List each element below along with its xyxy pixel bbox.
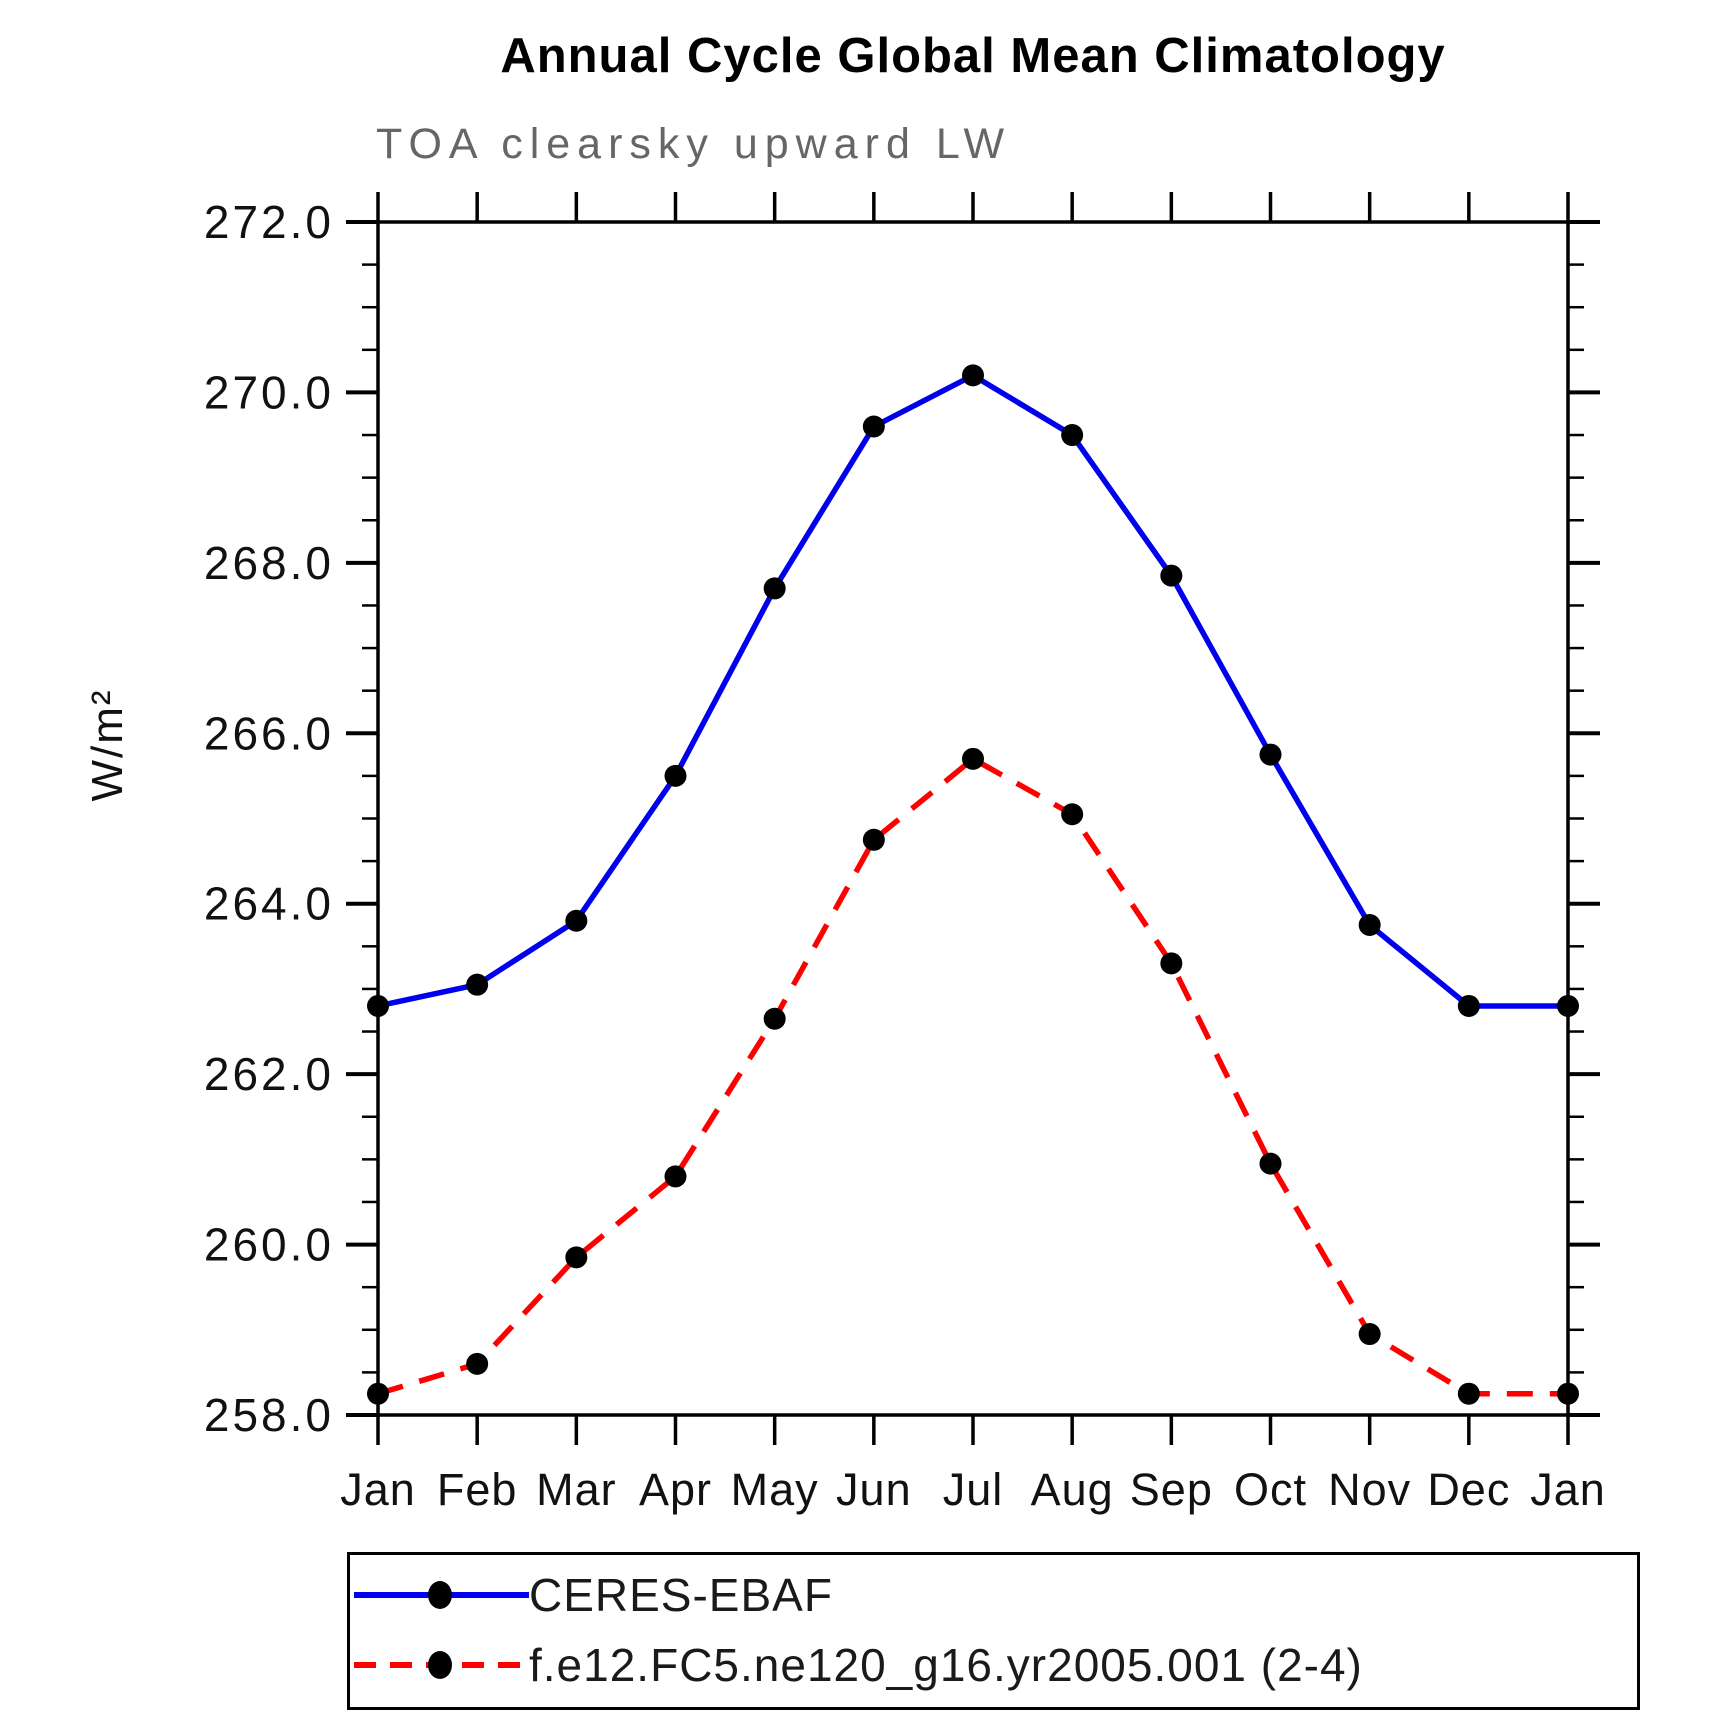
y-tick-label: 258.0 (204, 1389, 334, 1441)
y-tick-label: 272.0 (204, 196, 334, 248)
series-line-1 (377, 756, 1568, 1397)
chart-subtitle: TOA clearsky upward LW (376, 120, 1012, 168)
y-tick-label: 270.0 (204, 366, 334, 418)
legend-marker-dot (428, 1581, 452, 1609)
legend: CERES-EBAF f.e12.FC5.ne120_g16.yr2005.00… (347, 1552, 1640, 1710)
x-tick-label: Jan (340, 1464, 416, 1515)
x-tick-label: Nov (1328, 1464, 1411, 1515)
x-tick-label: Jul (943, 1464, 1004, 1515)
x-tick-label: Aug (1031, 1464, 1114, 1515)
y-tick-label: 264.0 (204, 878, 334, 930)
data-point-marker (1557, 1382, 1579, 1405)
data-point-marker (862, 415, 885, 438)
series-line-0 (377, 372, 1568, 1009)
data-point-marker (862, 828, 885, 851)
x-tick-label: Oct (1234, 1464, 1307, 1515)
legend-swatch-ceres (354, 1567, 529, 1623)
data-point-marker (565, 1246, 588, 1269)
y-tick-label: 266.0 (204, 707, 334, 759)
data-point-marker (1358, 1323, 1381, 1346)
data-point-marker (1259, 1152, 1282, 1175)
data-point-marker (664, 764, 687, 787)
data-point-marker (1557, 994, 1579, 1017)
data-point-marker (664, 1165, 687, 1188)
legend-label-model: f.e12.FC5.ne120_g16.yr2005.001 (2-4) (529, 1639, 1363, 1691)
x-tick-label: Sep (1130, 1464, 1213, 1515)
y-axis-title: W/m² (83, 688, 132, 801)
x-tick-label: Jan (1530, 1464, 1606, 1515)
data-point-marker (1160, 564, 1183, 587)
data-point-marker (1358, 914, 1381, 937)
plot-frame (376, 220, 1570, 1417)
data-point-marker (962, 364, 984, 387)
legend-label-ceres: CERES-EBAF (529, 1569, 833, 1621)
data-point-marker (1457, 1382, 1480, 1405)
data-point-marker (1061, 424, 1084, 447)
data-point-marker (1457, 994, 1480, 1017)
data-point-marker (763, 1007, 786, 1030)
data-point-marker (466, 1352, 489, 1375)
legend-item-model: f.e12.FC5.ne120_g16.yr2005.001 (2-4) (354, 1637, 1363, 1693)
data-point-marker (962, 747, 984, 770)
y-tick-label: 262.0 (204, 1048, 334, 1100)
y-tick-label: 268.0 (204, 537, 334, 589)
x-tick-label: May (731, 1464, 819, 1515)
data-point-marker (466, 973, 489, 996)
x-tick-label: Dec (1427, 1464, 1510, 1515)
data-point-marker (1061, 803, 1084, 826)
data-point-marker (763, 577, 786, 600)
legend-swatch-model (354, 1637, 529, 1693)
data-point-marker (565, 909, 588, 932)
x-tick-label: Feb (437, 1464, 518, 1515)
x-tick-label: Jun (836, 1464, 912, 1515)
data-point-marker (367, 994, 389, 1017)
y-tick-label: 260.0 (204, 1219, 334, 1271)
legend-item-ceres: CERES-EBAF (354, 1567, 833, 1623)
data-point-marker (1160, 952, 1183, 975)
data-point-marker (367, 1382, 389, 1405)
data-point-marker (1259, 743, 1282, 766)
x-tick-label: Apr (639, 1464, 712, 1515)
legend-marker-dot (428, 1651, 452, 1679)
x-tick-label: Mar (536, 1464, 617, 1515)
chart-title: Annual Cycle Global Mean Climatology (500, 29, 1446, 83)
